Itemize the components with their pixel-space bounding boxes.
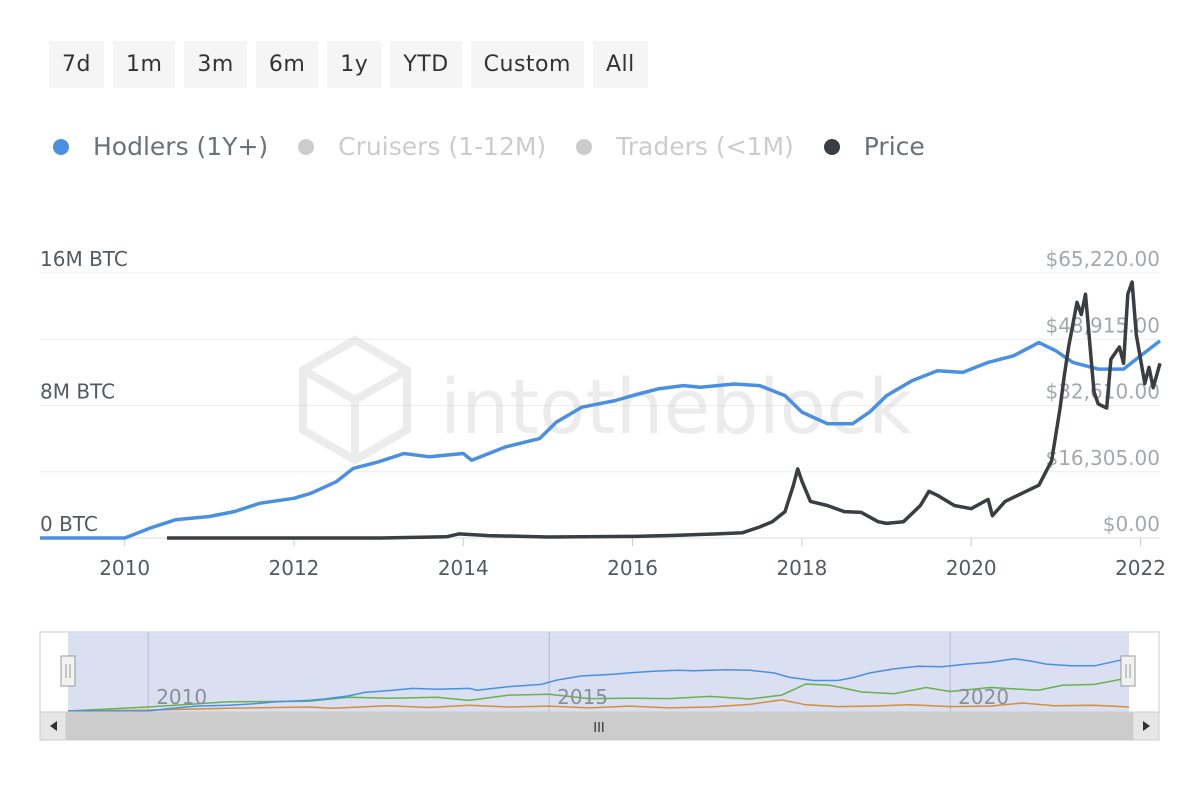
navigator-tick-label: 2015 — [557, 685, 608, 709]
watermark-logo-icon — [299, 335, 411, 465]
x-tick-label: 2010 — [99, 556, 150, 580]
arrow-left-icon — [50, 721, 57, 731]
range-button-ytd[interactable]: YTD — [390, 41, 462, 88]
legend-dot-traders — [576, 138, 593, 155]
x-tick-label: 2020 — [946, 556, 997, 580]
left-tick-label: 0 BTC — [40, 512, 98, 536]
legend-item-traders[interactable]: Traders (<1M) — [576, 132, 794, 161]
x-tick-label: 2022 — [1115, 556, 1166, 580]
legend-label-price: Price — [863, 132, 925, 161]
navigator-handle-left[interactable] — [60, 655, 76, 687]
navigator-handle-right[interactable] — [1120, 655, 1136, 687]
arrow-right-icon — [1143, 721, 1150, 731]
legend-item-cruisers[interactable]: Cruisers (1-12M) — [298, 132, 546, 161]
legend-label-hodlers: Hodlers (1Y+) — [93, 132, 269, 161]
left-tick-label: 16M BTC — [40, 247, 128, 271]
navigator-tick-label: 2020 — [958, 685, 1009, 709]
navigator-line-hodlers — [68, 657, 1130, 712]
scrollbar-thumb[interactable] — [66, 712, 1133, 740]
range-button-6m[interactable]: 6m — [255, 41, 319, 88]
series-line-hodlers[interactable] — [40, 339, 1162, 540]
x-tick-label: 2012 — [269, 556, 320, 580]
legend-item-price[interactable]: Price — [823, 132, 925, 161]
right-axis: $0.00$16,305.00$32,610.00$48,915.00$65,2… — [1045, 247, 1160, 536]
x-tick-label: 2014 — [438, 556, 489, 580]
legend-dot-cruisers — [298, 138, 315, 155]
legend-dot-hodlers — [53, 138, 69, 155]
left-tick-label: 8M BTC — [40, 380, 115, 404]
navigator-line-traders — [67, 699, 1130, 712]
x-tick-label: 2018 — [776, 556, 827, 580]
range-button-1m[interactable]: 1m — [112, 41, 176, 88]
watermark: intotheblock — [299, 335, 912, 465]
right-tick-label: $48,915.00 — [1045, 313, 1160, 337]
range-selector: 7d 1m 3m 6m 1y YTD Custom All — [49, 41, 648, 88]
legend-label-traders: Traders (<1M) — [616, 132, 794, 161]
range-button-custom[interactable]: Custom — [470, 41, 584, 88]
scroll-left-button[interactable] — [39, 711, 67, 741]
navigator-gridlines — [147, 632, 951, 712]
left-axis: 0 BTC 8M BTC 16M BTC — [40, 247, 128, 536]
navigator-line-cruisers — [67, 677, 1130, 712]
x-tick-label: 2016 — [607, 556, 658, 580]
right-tick-label: $16,305.00 — [1045, 446, 1160, 470]
right-tick-label: $0.00 — [1103, 512, 1160, 536]
navigator-x-axis: 2010 2015 2020 — [156, 685, 1009, 709]
navigator-tick-label: 2010 — [156, 685, 207, 709]
main-chart: intotheblock 0 BTC 8M BTC 16M BTC $0.00 $16… — [40, 247, 1166, 580]
scrollbar-grip-icon: III — [593, 721, 605, 736]
right-tick-label: $65,220.00 — [1045, 247, 1160, 271]
series-layer — [40, 280, 1162, 540]
scroll-right-button[interactable] — [1132, 711, 1160, 741]
navigator-series-overlay — [67, 657, 1130, 712]
x-axis: 2010 2012 2014 2016 2018 2020 2022 — [99, 538, 1166, 580]
chart-legend: Hodlers (1Y+) Cruisers (1-12M) Traders (… — [53, 132, 955, 161]
legend-dot-price — [823, 138, 840, 155]
legend-item-hodlers[interactable]: Hodlers (1Y+) — [53, 132, 268, 161]
legend-label-cruisers: Cruisers (1-12M) — [338, 132, 547, 161]
series-line-price[interactable] — [167, 280, 1162, 540]
range-button-all[interactable]: All — [592, 41, 648, 88]
watermark-text: intotheblock — [440, 362, 912, 451]
range-button-1y[interactable]: 1y — [327, 41, 382, 88]
navigator[interactable]: 2010 2015 2020 III — [0, 620, 1200, 750]
range-button-7d[interactable]: 7d — [49, 41, 104, 88]
range-button-3m[interactable]: 3m — [184, 41, 247, 88]
